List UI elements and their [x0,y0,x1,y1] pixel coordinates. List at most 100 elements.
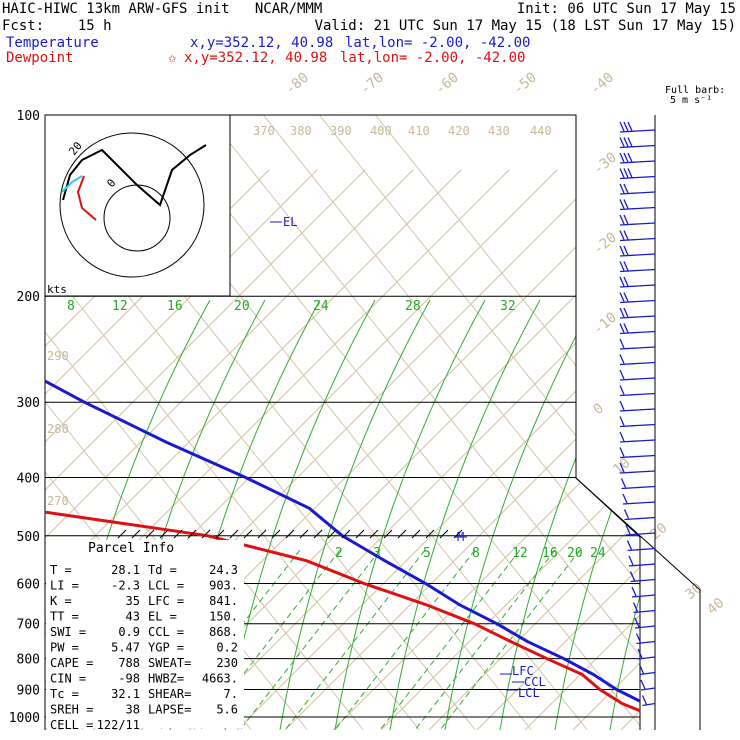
dry-adiabat-line [0,170,29,730]
wind-barb-flag [619,214,625,225]
theta-label: 420 [448,124,470,138]
theta-label: 380 [290,124,312,138]
theta-label: 370 [253,124,275,138]
wind-barb-flag [619,431,625,442]
mixing-ratio-label: 24 [313,299,329,314]
dry-adiabat-line [380,169,640,730]
wind-barb-flag [619,121,625,132]
dry-adiabat-line [669,170,740,730]
parcel-info-cell: 28.1 [111,563,140,577]
isotherm-label: -80 [282,70,312,99]
valid-time: Valid: 21 UTC Sun 17 May 15 (18 LST Sun … [314,18,736,34]
dry-adiabat-line [45,169,510,730]
wind-barb-flag [619,245,625,256]
wind-barb-staff [630,578,656,583]
icing-tick [215,529,225,539]
parcel-info-cell: 150. [209,610,238,624]
wind-barb-flag [619,230,625,240]
icing-tick [355,529,365,539]
wind-barb-flag [641,695,648,705]
parcel-info-cell: 868. [209,625,238,639]
wind-barb-flag [619,338,625,349]
parcel-info-cell: LCL = [148,579,184,593]
pressure-label: 1000 [9,711,40,726]
temperature-latlon: lat,lon= -2.00, -42.00 [345,35,531,51]
theta-label: 430 [488,124,510,138]
mixing-ratio-label: 12 [512,546,528,561]
moist-adiabat-line [279,299,431,730]
wind-barb-flag [627,152,633,163]
isotherm-line [263,115,640,730]
wind-barb-staff [619,129,656,133]
moist-adiabat-line [665,300,740,730]
theta-label: 290 [47,349,69,363]
isotherm-line [0,115,27,730]
parcel-info-cell: 4663. [202,672,238,686]
icing-tick [145,529,155,539]
isotherm-label: 0 [590,400,607,418]
wind-barb-flag [640,679,646,690]
wind-barb-flag [623,214,629,225]
parcel-info-cell: Tc = [50,687,79,701]
star-icon: ✩ [168,50,177,66]
wind-barb-staff [619,330,656,335]
wind-barb-staff [619,377,656,381]
parcel-info-cell: HWBZ= [148,672,184,686]
dry-adiabat-line [524,169,640,730]
wind-barb-flag [619,385,625,395]
hodograph-trace-low [61,175,83,193]
icing-tick [159,529,169,539]
mixing-ratio-label: 5 [423,546,431,561]
icing-tick [369,529,379,539]
parcel-info-title: Parcel Info [88,541,174,556]
parcel-info-cell: 230 [216,656,238,670]
moist-adiabat-line [609,299,640,730]
pressure-label: 400 [17,471,40,486]
dry-adiabat-line [236,169,640,730]
parcel-info-cell: SWI = [50,625,86,639]
parcel-info-cell: TT = [50,610,79,624]
marker-label-ccl: CCL [524,675,546,689]
parcel-info-cell: LAPSE= [148,703,191,717]
wind-barb-flag [623,261,629,271]
dewpoint-line [45,115,640,719]
dewpoint-legend: Dewpoint [6,50,74,66]
wind-barb-flag [619,199,625,209]
wind-barb-flag [619,369,625,380]
barb-frame [575,477,701,730]
wind-barb-flag [623,183,629,194]
wind-barb-staff [639,671,656,676]
wind-barb-staff [619,361,656,366]
mixing-ratio-label: 8 [67,299,75,314]
pressure-label: 500 [17,530,40,545]
parcel-info-cell: K = [50,594,72,608]
init-time: Init: 06 UTC Sun 17 May 15 [516,1,736,17]
isotherm-line [319,115,640,730]
mixing-ratio-line [414,549,556,730]
parcel-info-cell: YGP = [148,641,184,655]
wind-barb-staff [631,594,656,598]
wind-barb-flag [626,540,633,550]
temperature-line [45,115,640,719]
icing-tick [439,529,449,539]
pressure-label: 300 [17,396,40,411]
parcel-info-cell: 122/11 [97,718,140,732]
wind-barb-staff [633,609,656,614]
parcel-info-cell: 841. [209,594,238,608]
wind-barb-staff [622,501,656,505]
parcel-info-cell: 35 [126,594,140,608]
wind-barb-staff [619,222,656,226]
wind-barb-staff [636,640,656,645]
mixing-ratio-label: 28 [405,299,421,314]
wind-barb-staff [642,702,656,707]
parcel-info-cell: CELL = [50,718,93,732]
wind-barb-flag [619,152,625,163]
mixing-ratio-label: 20 [234,299,250,314]
icing-tick [271,529,281,539]
wind-barb-flag [625,524,631,535]
wind-barb-staff [619,144,656,149]
icing-tick [285,529,295,539]
parcel-info-cell: Td = [148,563,177,577]
temperature-legend: Temperature [6,35,99,51]
